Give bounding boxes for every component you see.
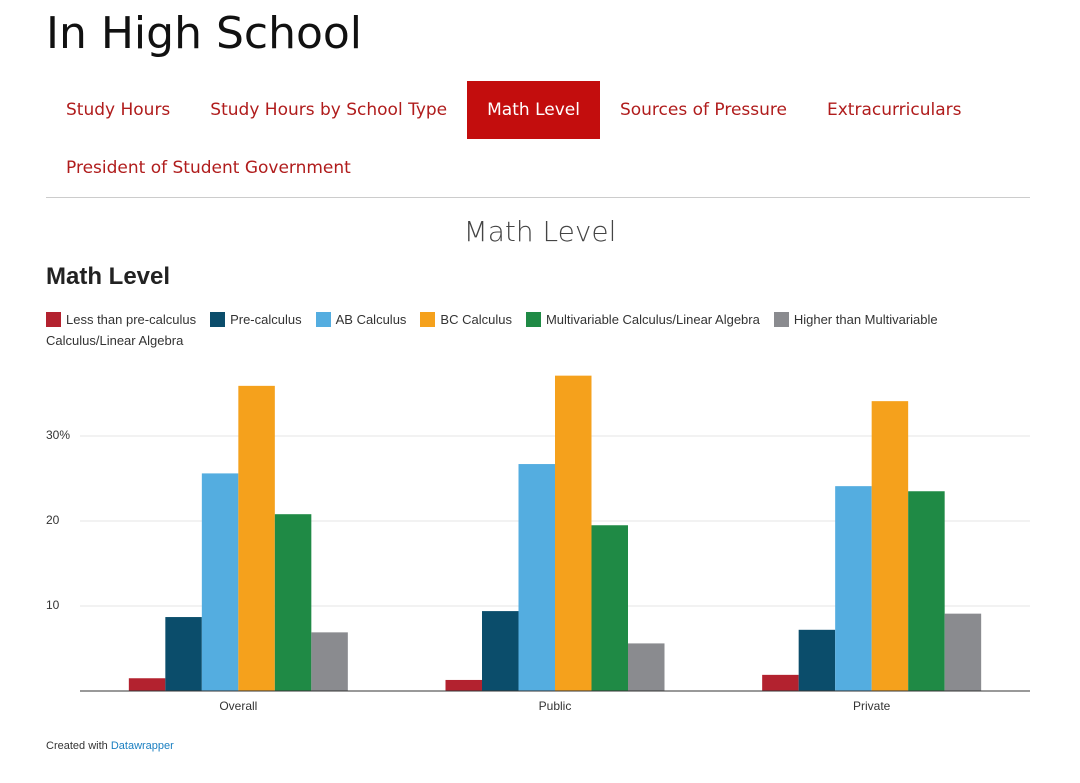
x-tick-label: Private [853,699,891,713]
bar [555,375,592,691]
x-tick-label: Public [539,699,572,713]
y-tick-label: 10 [46,598,60,612]
bar [445,679,482,691]
legend-swatch [210,312,226,327]
bar [871,401,909,691]
bar [518,464,555,691]
footer-link[interactable]: Datawrapper [110,740,174,752]
footer-text: Created with [46,740,108,752]
bar [274,514,312,691]
legend-item: Less than pre-calculus [46,312,196,327]
x-tick-label: Overall [219,699,257,713]
section-title: Math Level [463,215,617,248]
legend-item: AB Calculus [315,312,407,327]
bar [201,473,239,691]
legend-label: Multivariable Calculus/Linear Algebra [545,312,760,327]
bar [628,643,665,691]
legend-item: BC Calculus [420,312,512,327]
footer: Created with Datawrapper [46,740,174,752]
legend-label: BC Calculus [440,312,512,327]
legend-item: Higher than Multivariable Calculus/Linea… [46,312,938,348]
legend-item: Multivariable Calculus/Linear Algebra [525,312,760,327]
bar [311,632,348,691]
y-tick-label: 30% [46,428,70,442]
bar [482,611,519,691]
bar [908,491,945,691]
legend-label: Higher than Multivariable Calculus/Linea… [46,312,938,348]
legend-swatch [315,312,331,327]
bar [591,525,628,691]
tab-bar: Study Hours Study Hours by School Type Mat… [46,81,1006,197]
tab[interactable]: Extracurriculars [826,100,962,120]
tab[interactable]: Sources of Pressure [619,100,787,120]
tab[interactable]: Study Hours by School Type [210,100,448,120]
bar [762,674,799,691]
chart-title: Math Level [46,263,171,290]
bar [944,613,982,691]
legend-swatch [46,312,61,327]
tab[interactable]: President of Student Government [66,158,351,178]
tab[interactable]: Study Hours [66,100,171,120]
legend-item: Pre-calculus [210,312,302,327]
page-title: In High School [46,8,363,59]
divider [46,197,1030,198]
bar [798,629,836,691]
tab[interactable]: Math Level [467,81,600,139]
y-tick-label: 20 [46,513,60,527]
legend: Less than pre-calculus Pre-calculus AB Cal… [46,309,976,351]
legend-label: Pre-calculus [230,312,302,327]
legend-swatch [420,312,436,327]
legend-label: Less than pre-calculus [66,312,197,327]
bar [835,486,872,691]
bar [165,617,202,691]
legend-swatch [525,312,541,327]
legend-swatch [773,312,789,327]
legend-label: AB Calculus [335,312,407,327]
bar [238,385,275,691]
bar [128,678,166,691]
